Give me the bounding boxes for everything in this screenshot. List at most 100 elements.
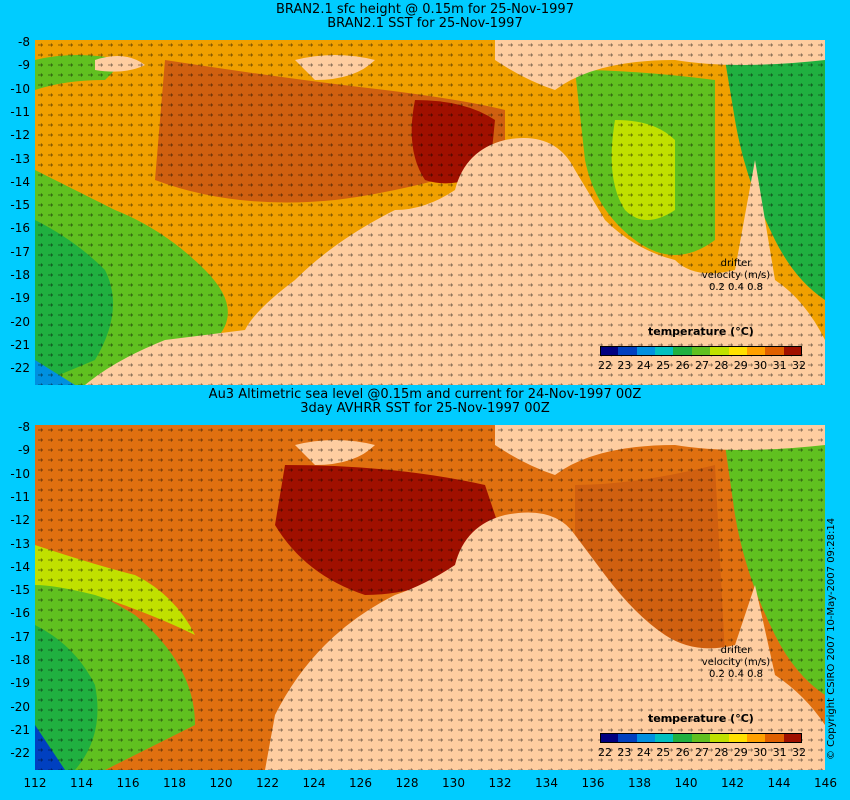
lat-tick-label: -20 — [10, 314, 30, 329]
drifter-line1: drifter — [720, 258, 752, 269]
lat-tick-label: -12 — [10, 128, 30, 143]
lon-tick-label: 132 — [488, 776, 512, 790]
colorbar-segment — [765, 346, 785, 356]
lat-tick-label: -21 — [10, 337, 30, 352]
colorbar-tick-label: 32 — [792, 359, 806, 372]
colorbar-tick-label: 25 — [656, 746, 671, 759]
colorbar-segment — [691, 733, 711, 743]
colorbar-segment — [710, 346, 730, 356]
colorbar-tick-label: 27 — [695, 746, 709, 759]
bottom-drifter-legend: drifter velocity (m/s) 0.2 0.4 0.8 — [696, 645, 776, 681]
colorbar-segment — [636, 346, 656, 356]
lon-tick-label: 128 — [395, 776, 419, 790]
colorbar-tick-label: 30 — [753, 359, 768, 372]
lon-tick-label: 118 — [163, 776, 186, 790]
colorbar-segment — [783, 346, 803, 356]
lat-tick-label: -13 — [10, 151, 30, 166]
colorbar-tick-label: 27 — [695, 359, 709, 372]
colorbar-segment — [728, 346, 748, 356]
colorbar-segment — [765, 733, 785, 743]
colorbar-segment — [618, 346, 638, 356]
colorbar-segment — [710, 733, 730, 743]
lon-tick-label: 120 — [209, 776, 233, 790]
colorbar-segment — [600, 733, 619, 743]
lat-tick-label: -18 — [10, 653, 30, 667]
drifter-line1: drifter — [720, 645, 752, 656]
colorbar-segment — [746, 733, 766, 743]
colorbar-tick-label: 25 — [656, 359, 671, 372]
lat-tick-label: -13 — [10, 536, 30, 551]
lat-tick-label: -14 — [10, 174, 30, 189]
top-title-2: BRAN2.1 SST for 25-Nov-1997 — [327, 16, 523, 31]
colorbar-tick-label: 24 — [636, 359, 651, 372]
lon-tick-label: 144 — [767, 776, 791, 790]
colorbar-tick-label: 23 — [617, 359, 632, 372]
top-sst-map — [35, 40, 825, 385]
lat-tick-label: -18 — [10, 268, 30, 282]
colorbar-segment — [673, 346, 693, 356]
colorbar-segment — [655, 346, 674, 356]
lat-tick-label: -8 — [18, 420, 30, 434]
colorbar-tick-label: 32 — [792, 746, 806, 759]
colorbar-segment — [600, 346, 619, 356]
drifter-scale: 0.2 0.4 0.8 — [708, 282, 764, 293]
lat-tick-label: -17 — [10, 629, 30, 644]
colorbar-segment — [691, 346, 711, 356]
lon-tick-label: 140 — [674, 776, 698, 790]
lat-tick-label: -22 — [10, 361, 30, 376]
lat-tick-label: -15 — [10, 583, 30, 598]
lon-tick-label: 124 — [302, 776, 326, 790]
lat-tick-label: -22 — [10, 746, 30, 761]
colorbar-tick-label: 31 — [772, 359, 787, 372]
drifter-line2: velocity (m/s) — [701, 657, 771, 668]
colorbar-segment — [673, 733, 693, 743]
lat-tick-label: -16 — [10, 221, 30, 236]
colorbar-tick-label: 29 — [733, 746, 748, 759]
colorbar-tick-label: 31 — [772, 746, 787, 759]
lat-tick-label: -8 — [18, 35, 30, 49]
lon-tick-label: 130 — [442, 776, 465, 790]
lon-tick-label: 116 — [116, 776, 140, 790]
lat-tick-label: -15 — [10, 198, 30, 213]
lon-tick-label: 134 — [535, 776, 558, 790]
lat-tick-label: -12 — [10, 513, 30, 528]
lat-tick-label: -20 — [10, 699, 30, 714]
colorbar-tick-label: 23 — [617, 746, 632, 759]
drifter-line2: velocity (m/s) — [701, 270, 771, 281]
lat-tick-label: -16 — [10, 606, 30, 621]
colorbar-segment — [618, 733, 638, 743]
colorbar-frame — [600, 346, 802, 356]
bottom-sst-map — [35, 425, 825, 770]
lon-tick-label: 146 — [814, 776, 837, 790]
top-title-1: BRAN2.1 sfc height @ 0.15m for 25-Nov-19… — [276, 2, 574, 17]
colorbar-tick-label: 30 — [753, 746, 768, 759]
colorbar-tick-label: 26 — [675, 359, 690, 372]
lon-tick-label: 126 — [349, 776, 372, 790]
colorbar-tick-label: 29 — [733, 359, 748, 372]
colorbar-tick-label: 22 — [598, 746, 612, 759]
copyright-text: © Copyright CSIRO 2007 10-May-2007 09:28… — [826, 517, 837, 760]
colorbar-tick-label: 28 — [714, 746, 729, 759]
lon-tick-label: 122 — [256, 776, 279, 790]
bottom-colorbar-title: temperature (°C) — [648, 712, 754, 725]
colorbar-segment — [728, 733, 748, 743]
lat-tick-label: -19 — [10, 676, 30, 691]
lon-tick-label: 112 — [23, 776, 47, 790]
lat-tick-label: -11 — [10, 104, 30, 119]
top-drifter-legend: drifter velocity (m/s) 0.2 0.4 0.8 — [696, 258, 776, 294]
colorbar-segment — [636, 733, 656, 743]
lat-tick-label: -9 — [18, 443, 30, 458]
colorbar-tick-label: 26 — [675, 746, 690, 759]
colorbar-segment — [783, 733, 803, 743]
bottom-title-1: Au3 Altimetric sea level @0.15m and curr… — [208, 387, 642, 402]
colorbar-frame — [600, 733, 802, 743]
lat-tick-label: -19 — [10, 291, 30, 306]
lon-tick-label: 142 — [721, 776, 744, 790]
colorbar-tick-label: 22 — [598, 359, 612, 372]
lat-tick-label: -17 — [10, 244, 30, 259]
lat-tick-label: -10 — [10, 81, 30, 96]
colorbar-segment — [746, 346, 766, 356]
colorbar-segment — [655, 733, 674, 743]
top-colorbar-title: temperature (°C) — [648, 325, 754, 338]
lat-tick-label: -14 — [10, 559, 30, 574]
